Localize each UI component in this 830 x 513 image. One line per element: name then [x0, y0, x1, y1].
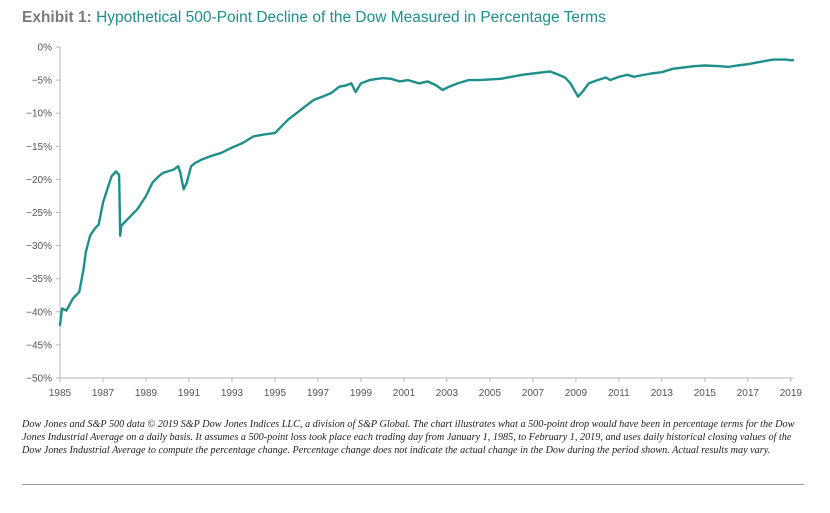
- x-tick-label: 2007: [522, 388, 545, 399]
- x-tick-label: 2001: [393, 388, 416, 399]
- x-tick-label: 2003: [436, 388, 459, 399]
- x-tick-label: 1987: [92, 388, 115, 399]
- y-tick-label: −15%: [26, 142, 52, 153]
- x-tick-label: 1993: [221, 388, 244, 399]
- series-layer: [58, 58, 795, 327]
- x-tick-label: 2019: [780, 388, 803, 399]
- x-tick-label: 1985: [49, 388, 72, 399]
- source-footnote: Dow Jones and S&P 500 data © 2019 S&P Do…: [22, 419, 795, 457]
- x-tick-label: 2017: [737, 388, 760, 399]
- x-tick-label: 2005: [479, 388, 502, 399]
- line-chart: 0% −5% −10% −15% −20% −25% −30% −35% −40% −45% −50…: [26, 43, 802, 400]
- y-tick-label: −10%: [26, 109, 52, 120]
- x-tick-label: 1997: [307, 388, 330, 399]
- exhibit-label: Exhibit 1:: [22, 9, 92, 26]
- y-tick-label: −30%: [26, 241, 52, 252]
- x-tick-label: 2011: [608, 388, 630, 399]
- x-tick-label: 1991: [178, 388, 201, 399]
- x-tick-label: 2015: [694, 388, 717, 399]
- y-tick-label: −45%: [26, 340, 52, 351]
- x-tick-label: 1989: [135, 388, 158, 399]
- x-tick-label: 1999: [350, 388, 373, 399]
- chart-heading: Hypothetical 500-Point Decline of the Do…: [96, 9, 606, 26]
- y-tick-label: −5%: [32, 76, 52, 87]
- y-tick-label: −20%: [26, 175, 52, 186]
- x-tick-label: 1995: [264, 388, 287, 399]
- y-tick-label: −50%: [26, 374, 52, 385]
- x-tick-label: 2013: [651, 388, 674, 399]
- axes: 0% −5% −10% −15% −20% −25% −30% −35% −40% −45% −50…: [26, 43, 802, 400]
- y-tick-label: 0%: [38, 43, 53, 54]
- bottom-divider: [22, 484, 804, 485]
- y-tick-label: −35%: [26, 274, 52, 285]
- x-tick-label: 2009: [565, 388, 588, 399]
- y-tick-label: −25%: [26, 208, 52, 219]
- y-tick-label: −40%: [26, 307, 52, 318]
- series-line: [58, 58, 795, 327]
- chart-title: Exhibit 1: Hypothetical 500-Point Declin…: [22, 9, 606, 27]
